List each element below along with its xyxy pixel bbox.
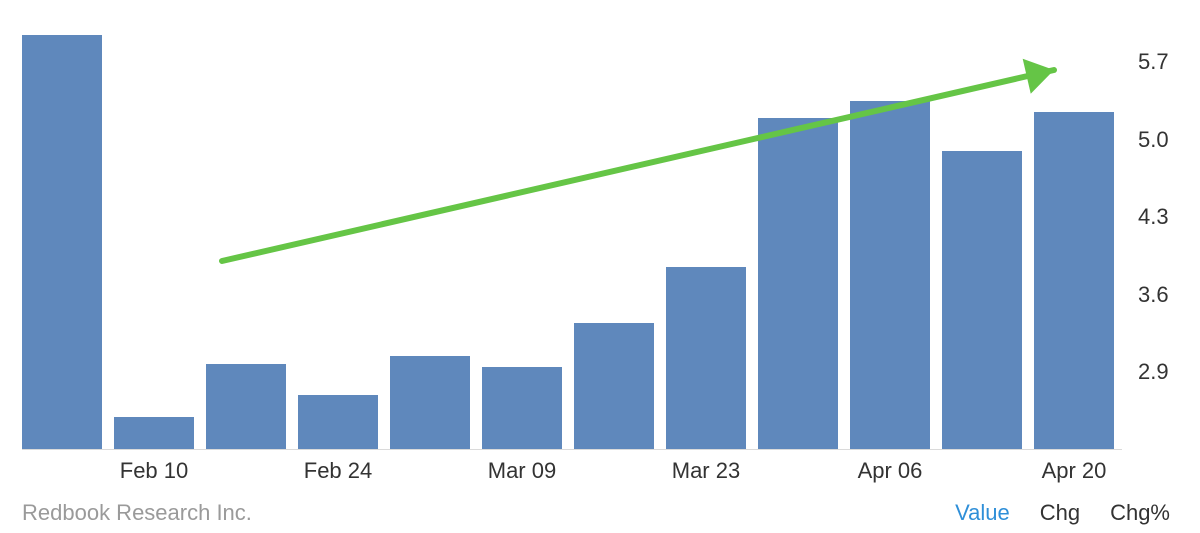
bar [1034,112,1114,450]
legend-item-value[interactable]: Value [955,500,1010,526]
bar [482,367,562,450]
x-tick-label: Feb 24 [278,458,398,484]
legend: Value Chg Chg% [955,500,1170,526]
x-axis-baseline [22,447,1122,450]
x-tick-label: Apr 06 [830,458,950,484]
legend-item-chgpct[interactable]: Chg% [1110,500,1170,526]
bar [574,323,654,450]
y-tick-label: 5.7 [1138,49,1198,75]
y-tick-label: 2.9 [1138,359,1198,385]
x-tick-label: Mar 23 [646,458,766,484]
x-tick-label: Mar 09 [462,458,582,484]
x-tick-label: Feb 10 [94,458,214,484]
chart-container: Redbook Research Inc. Value Chg Chg% 2.9 3.… [0,0,1200,533]
x-tick-label: Apr 20 [1014,458,1134,484]
y-tick-label: 3.6 [1138,282,1198,308]
y-tick-label: 5.0 [1138,127,1198,153]
bar [850,101,930,450]
bar [206,364,286,450]
source-label: Redbook Research Inc. [22,500,252,525]
bar [114,417,194,450]
bar [666,267,746,450]
legend-item-chg[interactable]: Chg [1040,500,1080,526]
source-attribution: Redbook Research Inc. [22,500,252,526]
bar [298,395,378,450]
y-tick-label: 4.3 [1138,204,1198,230]
bar [22,35,102,450]
bar [942,151,1022,450]
bar [390,356,470,450]
bar [758,118,838,450]
plot-area [22,18,1122,450]
